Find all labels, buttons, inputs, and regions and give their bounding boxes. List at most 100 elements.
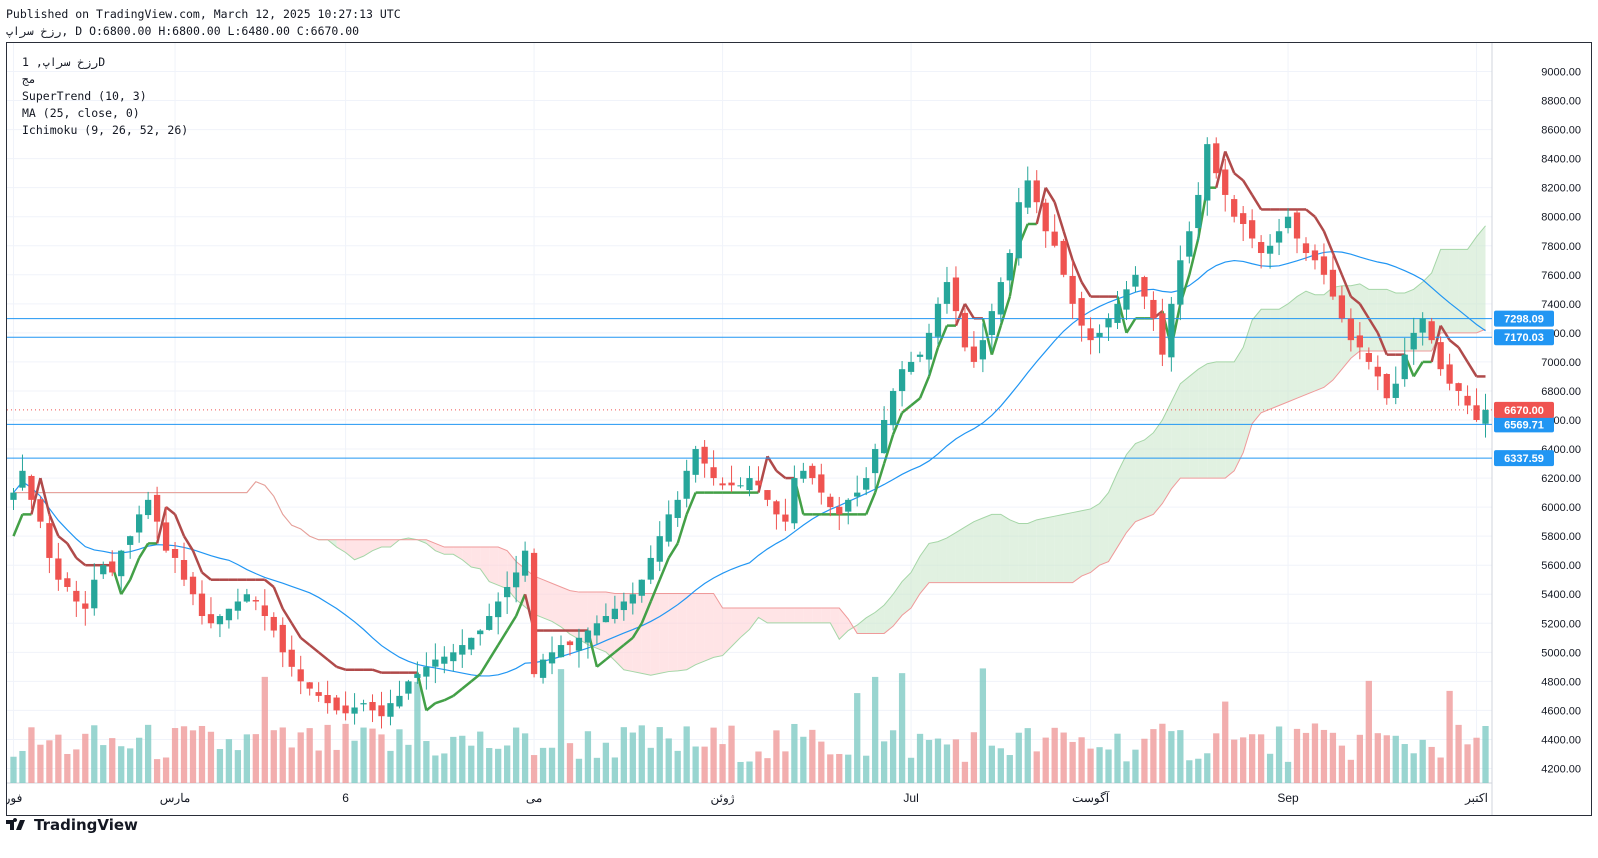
candle-body[interactable] bbox=[450, 652, 457, 662]
candle-body[interactable] bbox=[952, 277, 960, 312]
candle-body[interactable] bbox=[907, 361, 915, 372]
candle-body[interactable] bbox=[1132, 274, 1139, 287]
candle-body[interactable] bbox=[324, 694, 331, 704]
candle-body[interactable] bbox=[1383, 373, 1390, 399]
candle-body[interactable] bbox=[1150, 299, 1157, 319]
candle-body[interactable] bbox=[1051, 231, 1058, 246]
candle-body[interactable] bbox=[306, 682, 313, 689]
candle-body[interactable] bbox=[521, 550, 529, 576]
candle-body[interactable] bbox=[486, 616, 493, 630]
candle-body[interactable] bbox=[836, 506, 843, 515]
candle-body[interactable] bbox=[1186, 231, 1193, 257]
candle-body[interactable] bbox=[728, 482, 735, 486]
candle-body[interactable] bbox=[1455, 383, 1462, 391]
candle-body[interactable] bbox=[1419, 318, 1426, 333]
candle-body[interactable] bbox=[638, 579, 645, 596]
candle-body[interactable] bbox=[791, 478, 798, 524]
candle-body[interactable] bbox=[1464, 395, 1471, 406]
candle-body[interactable] bbox=[889, 390, 897, 426]
candle-body[interactable] bbox=[82, 603, 89, 609]
candle-body[interactable] bbox=[674, 499, 681, 518]
candle-body[interactable] bbox=[1159, 313, 1166, 355]
candle-body[interactable] bbox=[252, 600, 259, 602]
candle-body[interactable] bbox=[396, 695, 403, 707]
candle-body[interactable] bbox=[180, 560, 188, 580]
candle-body[interactable] bbox=[279, 624, 286, 653]
candle-body[interactable] bbox=[530, 552, 538, 675]
candle-body[interactable] bbox=[216, 616, 224, 625]
candle-body[interactable] bbox=[1338, 295, 1346, 319]
candle-body[interactable] bbox=[1168, 303, 1175, 358]
candle-body[interactable] bbox=[423, 666, 430, 677]
candle-body[interactable] bbox=[557, 645, 565, 658]
price-chart[interactable]: 9000.00 8800.00 8600.00 8400.00 8200.00 8000.… bbox=[7, 43, 1591, 815]
candle-body[interactable] bbox=[692, 449, 699, 475]
candle-body[interactable] bbox=[315, 692, 322, 696]
candle-body[interactable] bbox=[288, 649, 295, 667]
footer-brand[interactable]: TradingView bbox=[6, 816, 138, 834]
candle-body[interactable] bbox=[91, 579, 98, 609]
candle-body[interactable] bbox=[1311, 250, 1319, 261]
candle-body[interactable] bbox=[1060, 240, 1067, 275]
candle-body[interactable] bbox=[863, 478, 870, 490]
candle-body[interactable] bbox=[1392, 383, 1399, 398]
candle-body[interactable] bbox=[1374, 366, 1381, 377]
candle-body[interactable] bbox=[387, 703, 394, 717]
candle-body[interactable] bbox=[225, 608, 233, 621]
candle-body[interactable] bbox=[1231, 199, 1238, 217]
candle-body[interactable] bbox=[261, 605, 268, 617]
candle-body[interactable] bbox=[898, 369, 906, 392]
candle-body[interactable] bbox=[880, 420, 888, 454]
candle-body[interactable] bbox=[629, 594, 636, 604]
candle-body[interactable] bbox=[378, 705, 385, 717]
candle-body[interactable] bbox=[548, 652, 556, 664]
candle-body[interactable] bbox=[764, 490, 771, 500]
candle-body[interactable] bbox=[1006, 253, 1013, 281]
candle-body[interactable] bbox=[782, 514, 789, 522]
candle-body[interactable] bbox=[970, 346, 978, 362]
candle-body[interactable] bbox=[405, 681, 412, 694]
candle-body[interactable] bbox=[1437, 342, 1444, 370]
candle-body[interactable] bbox=[746, 478, 753, 491]
candle-body[interactable] bbox=[1096, 332, 1103, 338]
candle-body[interactable] bbox=[925, 332, 933, 360]
candle-body[interactable] bbox=[1177, 260, 1184, 305]
legend-ma[interactable]: MA (25, close, 0) bbox=[22, 106, 140, 120]
candle-body[interactable] bbox=[1482, 409, 1489, 424]
candle-body[interactable] bbox=[566, 641, 574, 646]
candle-body[interactable] bbox=[1015, 202, 1022, 259]
candle-body[interactable] bbox=[800, 470, 807, 479]
candle-body[interactable] bbox=[1042, 202, 1049, 232]
candle-body[interactable] bbox=[647, 557, 654, 580]
candle-body[interactable] bbox=[1365, 353, 1372, 362]
candle-body[interactable] bbox=[1078, 298, 1085, 326]
candle-body[interactable] bbox=[171, 549, 179, 558]
candle-body[interactable] bbox=[1284, 216, 1292, 229]
candle-body[interactable] bbox=[477, 630, 484, 635]
candle-body[interactable] bbox=[46, 523, 53, 558]
candle-body[interactable] bbox=[37, 499, 44, 522]
candle-body[interactable] bbox=[1240, 213, 1247, 224]
candle-body[interactable] bbox=[1114, 303, 1121, 323]
candle-body[interactable] bbox=[1123, 289, 1130, 310]
candle-body[interactable] bbox=[1329, 269, 1337, 297]
candle-body[interactable] bbox=[73, 590, 80, 602]
candle-body[interactable] bbox=[1320, 256, 1328, 275]
candle-body[interactable] bbox=[710, 467, 717, 479]
candle-body[interactable] bbox=[459, 645, 466, 655]
candle-body[interactable] bbox=[136, 514, 143, 533]
candle-body[interactable] bbox=[342, 705, 349, 714]
candle-body[interactable] bbox=[162, 522, 170, 551]
candle-body[interactable] bbox=[512, 572, 520, 588]
candle-body[interactable] bbox=[845, 499, 852, 512]
candle-body[interactable] bbox=[55, 558, 62, 580]
candle-body[interactable] bbox=[1257, 242, 1265, 254]
ma25-line[interactable] bbox=[13, 250, 1486, 677]
candle-body[interactable] bbox=[539, 659, 547, 678]
candle-body[interactable] bbox=[1356, 335, 1363, 348]
candle-body[interactable] bbox=[1141, 277, 1148, 297]
candle-body[interactable] bbox=[575, 637, 583, 651]
legend-ichimoku[interactable]: Ichimoku (9, 26, 52, 26) bbox=[22, 123, 189, 137]
candle-body[interactable] bbox=[468, 637, 475, 650]
candle-body[interactable] bbox=[19, 470, 26, 488]
